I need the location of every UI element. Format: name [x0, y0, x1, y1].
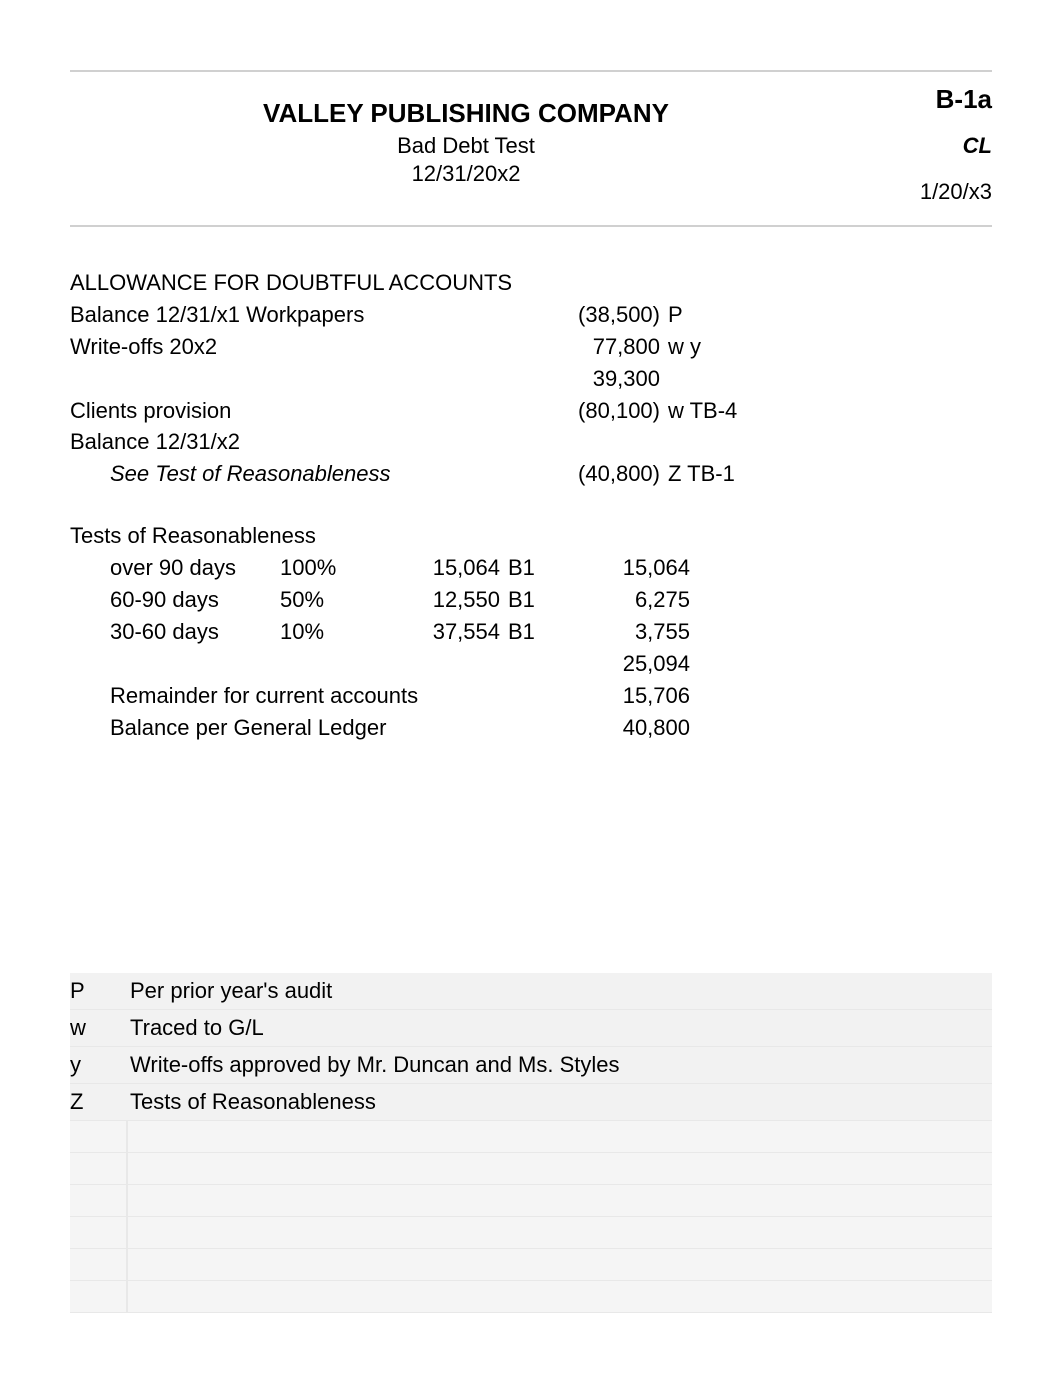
- tor-ref: B1: [500, 584, 550, 616]
- tor-pct: 50%: [280, 584, 380, 616]
- row-amount: (80,100): [540, 395, 660, 427]
- tor-name: 30-60 days: [110, 616, 280, 648]
- allowance-title: ALLOWANCE FOR DOUBTFUL ACCOUNTS: [70, 267, 992, 299]
- row-label: [70, 363, 540, 395]
- tor-section: Tests of Reasonableness over 90 days 100…: [70, 520, 992, 743]
- tor-remainder-row: Remainder for current accounts 15,706: [110, 680, 992, 712]
- row-amount: 39,300: [540, 363, 660, 395]
- legend-desc: Traced to G/L: [130, 1012, 992, 1044]
- ruled-line: [70, 1153, 992, 1185]
- company-name: VALLEY PUBLISHING COMPANY: [70, 98, 862, 129]
- row-tick: [660, 363, 770, 395]
- ruled-line: [70, 1121, 992, 1153]
- allowance-row: Balance 12/31/x1 Workpapers (38,500) P: [70, 299, 992, 331]
- see-note: See Test of Reasonableness: [70, 458, 540, 490]
- allowance-see-row: See Test of Reasonableness (40,800) Z TB…: [70, 458, 992, 490]
- ruled-line: [70, 1217, 992, 1249]
- tor-amt: 12,550: [380, 584, 500, 616]
- tor-ref: B1: [500, 552, 550, 584]
- legend-row: w Traced to G/L: [70, 1010, 992, 1047]
- row-tick: [660, 426, 770, 458]
- legend-desc: Per prior year's audit: [130, 975, 992, 1007]
- legend-row: y Write-offs approved by Mr. Duncan and …: [70, 1047, 992, 1084]
- doc-subtitle-2: 12/31/20x2: [70, 161, 862, 187]
- legend-code: y: [70, 1049, 130, 1081]
- legend-section: P Per prior year's audit w Traced to G/L…: [70, 973, 992, 1313]
- tor-calc: 3,755: [550, 616, 690, 648]
- prep-date: 1/20/x3: [862, 179, 992, 205]
- tor-row: 60-90 days 50% 12,550 B1 6,275: [110, 584, 992, 616]
- header: VALLEY PUBLISHING COMPANY Bad Debt Test …: [70, 70, 992, 227]
- allowance-row: Write-offs 20x2 77,800 w y: [70, 331, 992, 363]
- legend-code: P: [70, 975, 130, 1007]
- tor-amt: 15,064: [380, 552, 500, 584]
- tor-subtotal-row: 25,094: [110, 648, 992, 680]
- row-label: Balance 12/31/x2: [70, 426, 540, 458]
- tor-balance-row: Balance per General Ledger 40,800: [110, 712, 992, 744]
- row-amount: (38,500): [540, 299, 660, 331]
- header-center: VALLEY PUBLISHING COMPANY Bad Debt Test …: [70, 84, 862, 189]
- allowance-row: 39,300: [70, 363, 992, 395]
- allowance-row: Balance 12/31/x2: [70, 426, 992, 458]
- tor-ref: B1: [500, 616, 550, 648]
- legend-row: P Per prior year's audit: [70, 973, 992, 1010]
- ruled-line: [70, 1185, 992, 1217]
- row-label: Write-offs 20x2: [70, 331, 540, 363]
- legend-code: Z: [70, 1086, 130, 1118]
- row-label: Clients provision: [70, 395, 540, 427]
- row-tick: w y: [660, 331, 770, 363]
- row-amount: [540, 426, 660, 458]
- legend-code: w: [70, 1012, 130, 1044]
- workpaper-ref: B-1a: [862, 84, 992, 115]
- allowance-row: Clients provision (80,100) w TB-4: [70, 395, 992, 427]
- tor-pct: 100%: [280, 552, 380, 584]
- preparer-initials: CL: [862, 133, 992, 159]
- tor-calc: 15,064: [550, 552, 690, 584]
- see-amount: (40,800): [540, 458, 660, 490]
- row-tick: P: [660, 299, 770, 331]
- ruled-margin-area: [70, 1121, 992, 1313]
- tor-row: over 90 days 100% 15,064 B1 15,064: [110, 552, 992, 584]
- tor-row: 30-60 days 10% 37,554 B1 3,755: [110, 616, 992, 648]
- tor-name: over 90 days: [110, 552, 280, 584]
- doc-subtitle-1: Bad Debt Test: [70, 133, 862, 159]
- ruled-line: [70, 1249, 992, 1281]
- remainder-amount: 15,706: [550, 680, 690, 712]
- legend-desc: Write-offs approved by Mr. Duncan and Ms…: [130, 1049, 992, 1081]
- legend-desc: Tests of Reasonableness: [130, 1086, 992, 1118]
- balance-amount: 40,800: [550, 712, 690, 744]
- ruled-line: [70, 1281, 992, 1313]
- tor-pct: 10%: [280, 616, 380, 648]
- row-label: Balance 12/31/x1 Workpapers: [70, 299, 540, 331]
- balance-label: Balance per General Ledger: [110, 712, 550, 744]
- tor-subtotal: 25,094: [550, 648, 690, 680]
- allowance-section: ALLOWANCE FOR DOUBTFUL ACCOUNTS Balance …: [70, 267, 992, 490]
- legend-row: Z Tests of Reasonableness: [70, 1084, 992, 1121]
- header-right: B-1a CL 1/20/x3: [862, 84, 992, 205]
- tor-title: Tests of Reasonableness: [70, 520, 992, 552]
- row-amount: 77,800: [540, 331, 660, 363]
- see-tick: Z TB-1: [660, 458, 770, 490]
- row-tick: w TB-4: [660, 395, 770, 427]
- tor-calc: 6,275: [550, 584, 690, 616]
- tor-name: 60-90 days: [110, 584, 280, 616]
- tor-amt: 37,554: [380, 616, 500, 648]
- remainder-label: Remainder for current accounts: [110, 680, 550, 712]
